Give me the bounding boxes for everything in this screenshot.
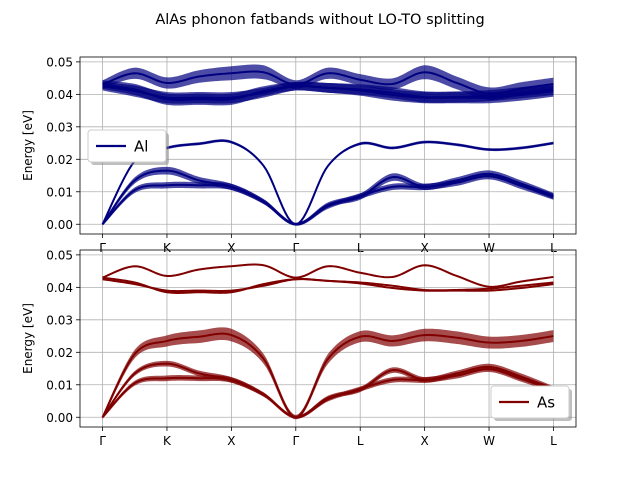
y-tick-label: 0.04 xyxy=(46,281,73,295)
x-tick-label: L xyxy=(550,241,557,255)
x-tick-label: K xyxy=(163,241,172,255)
fatband-3 xyxy=(102,64,554,101)
fatband-1 xyxy=(102,360,554,419)
x-tick-label: Γ xyxy=(292,434,299,448)
band-series xyxy=(101,64,554,226)
y-tick-label: 0.02 xyxy=(46,153,73,167)
y-tick-label: 0.01 xyxy=(46,378,73,392)
y-tick-label: 0.05 xyxy=(46,55,73,69)
fatband-0 xyxy=(102,139,554,225)
y-axis-label: Energy [eV] xyxy=(21,110,35,181)
y-tick-label: 0.00 xyxy=(46,411,73,425)
x-tick-label: X xyxy=(421,434,429,448)
y-tick-label: 0.01 xyxy=(46,185,73,199)
branch-line-2 xyxy=(101,368,554,419)
x-tick-label: Γ xyxy=(99,241,106,255)
y-tick-label: 0.03 xyxy=(46,313,73,327)
branch-line-0 xyxy=(101,139,554,226)
branch-line-5 xyxy=(102,278,554,293)
branch-line-0 xyxy=(101,332,554,419)
figure-title: AlAs phonon fatbands without LO-TO split… xyxy=(155,12,484,28)
x-tick-label: L xyxy=(357,241,364,255)
legend: Al xyxy=(87,129,169,165)
axes-frame xyxy=(79,56,577,235)
band-series xyxy=(101,263,554,420)
x-tick-label: Γ xyxy=(99,434,106,448)
fatband-1 xyxy=(102,166,554,226)
x-tick-label: X xyxy=(227,434,235,448)
x-tick-label: L xyxy=(357,434,364,448)
legend-label: Al xyxy=(134,138,148,156)
y-tick-label: 0.02 xyxy=(46,346,73,360)
branch-line-3 xyxy=(102,263,554,288)
x-tick-label: W xyxy=(483,241,495,255)
legend-label: As xyxy=(537,394,555,412)
legend: As xyxy=(490,385,572,421)
branch-line-5 xyxy=(102,85,554,100)
legend-box xyxy=(87,129,167,163)
fatband-0 xyxy=(102,327,554,420)
x-tick-label: W xyxy=(483,434,495,448)
y-tick-label: 0.04 xyxy=(46,88,73,102)
y-tick-label: 0.03 xyxy=(46,120,73,134)
x-tick-label: L xyxy=(550,434,557,448)
legend-box xyxy=(490,385,570,419)
branch-line-2 xyxy=(101,175,554,226)
x-tick-label: K xyxy=(163,434,172,448)
y-tick-label: 0.00 xyxy=(46,218,73,232)
fatband-2 xyxy=(102,366,554,419)
x-tick-label: Γ xyxy=(292,241,299,255)
axes-frame xyxy=(79,249,577,428)
y-tick-label: 0.05 xyxy=(46,248,73,262)
x-tick-label: X xyxy=(421,241,429,255)
y-axis-label: Energy [eV] xyxy=(21,303,35,374)
al-fatband-panel: 0.00 0.01 0.02 0.03 0.04 0.05 Γ K X Γ L X W L Energy [… xyxy=(21,55,577,255)
as-fatband-panel: 0.00 0.01 0.02 0.03 0.04 0.05 Γ K X Γ L X W L Energy [… xyxy=(21,248,577,448)
x-tick-label: X xyxy=(227,241,235,255)
